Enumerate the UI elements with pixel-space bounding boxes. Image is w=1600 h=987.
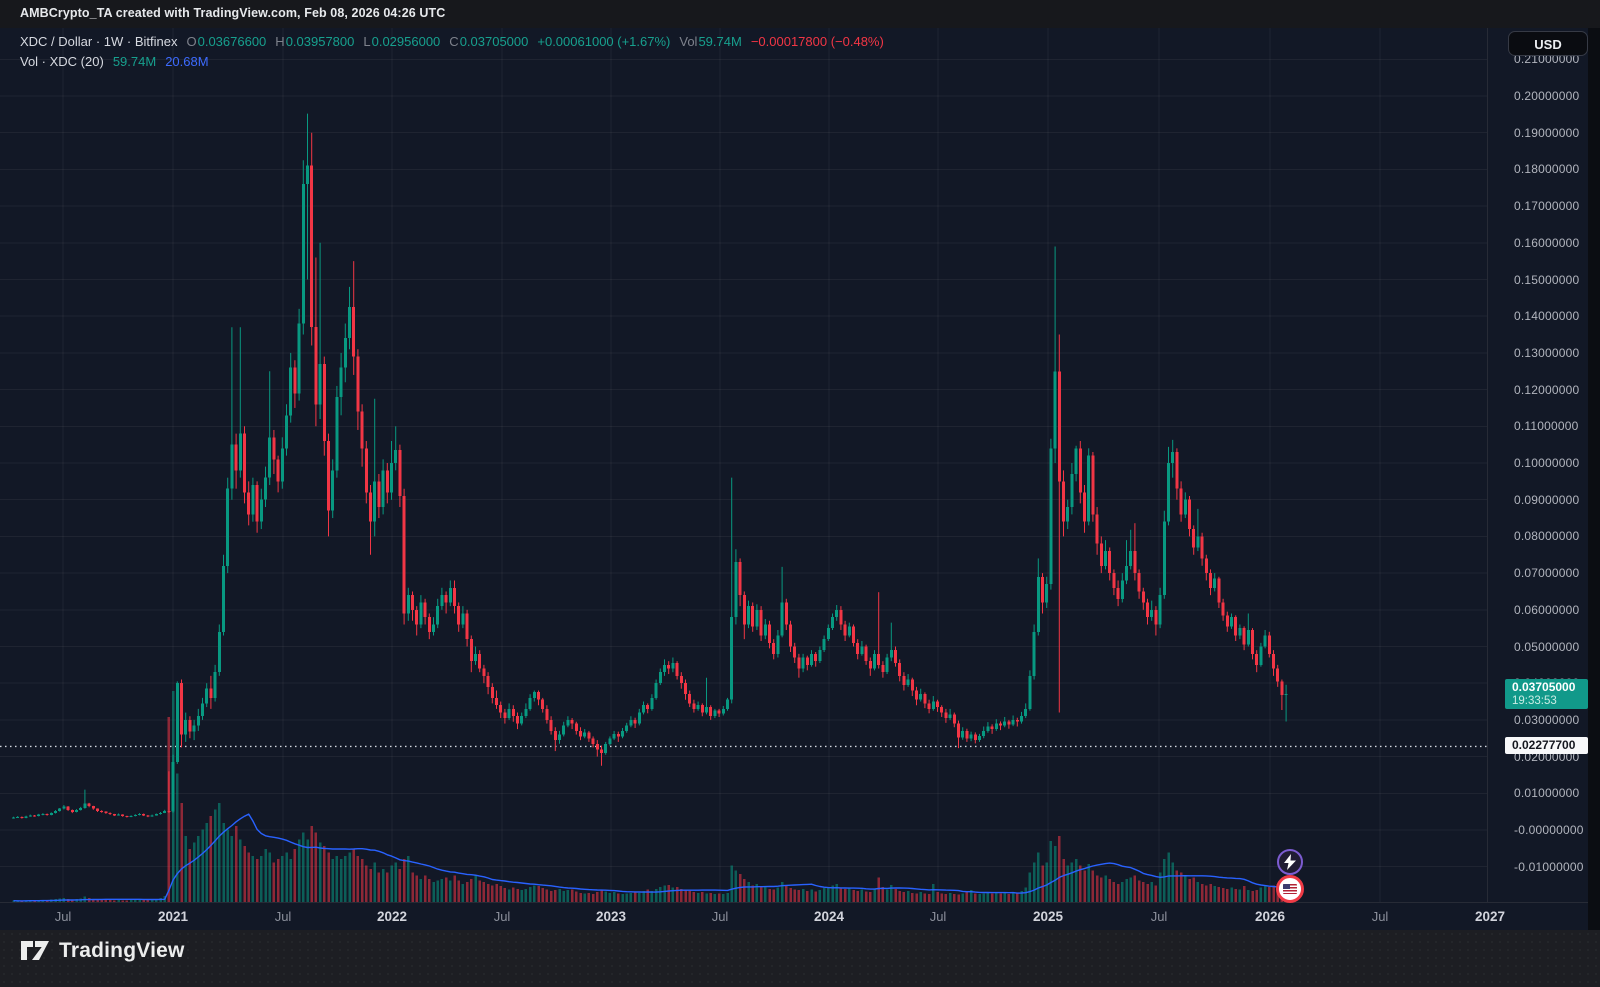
time-axis-label: Jul xyxy=(274,909,292,924)
price-axis-label: -0.01000000 xyxy=(1514,859,1584,874)
lightning-bolt-glyph xyxy=(1284,854,1296,870)
legend-row-symbol: XDC / Dollar · 1W · Bitfinex O 0.03676600… xyxy=(20,33,884,50)
time-axis-label: Jul xyxy=(493,909,511,924)
footer-bar: TradingView xyxy=(0,930,1600,987)
tradingview-logo-icon xyxy=(21,941,49,960)
high-value: 0.03957800 xyxy=(285,34,355,49)
price-axis-label: -0.00000000 xyxy=(1514,823,1584,837)
price-axis-label: 0.12000000 xyxy=(1514,382,1580,397)
low-label: L xyxy=(363,34,371,49)
time-axis-label: 2024 xyxy=(813,909,845,924)
time-axis-label: Jul xyxy=(1371,909,1389,924)
time-axis-label: 2022 xyxy=(376,909,408,924)
price-axis-label: 0.01000000 xyxy=(1514,786,1580,801)
price-axis[interactable]: 0.21000000 0.20000000 0.19000000 0.18000000… xyxy=(1487,28,1588,902)
price-axis-label: 0.03000000 xyxy=(1514,712,1580,727)
volume-indicator-value: 59.74M xyxy=(112,54,157,69)
chart-pane xyxy=(0,28,1487,902)
time-axis-label: 2025 xyxy=(1032,909,1064,924)
time-axis-label: Jul xyxy=(929,909,947,924)
currency-toggle-button[interactable]: USD xyxy=(1508,31,1588,56)
time-axis-label: 2026 xyxy=(1254,909,1286,924)
legend-row-volume-indicator: Vol · XDC (20) 59.74M 20.68M xyxy=(20,53,884,70)
time-axis-label: 2023 xyxy=(595,909,627,924)
time-axis-label: Jul xyxy=(54,909,72,924)
right-margin xyxy=(1588,28,1600,930)
price-axis-label: 0.17000000 xyxy=(1514,199,1580,214)
volume-ma-value: 20.68M xyxy=(165,54,209,69)
time-axis[interactable]: Jul 2021 Jul 2022 Jul 2023 Jul 2024 Jul 2025 Jul 20… xyxy=(0,902,1588,930)
tradingview-logo[interactable]: TradingView xyxy=(20,938,185,963)
price-axis-label: 0.10000000 xyxy=(1514,456,1580,470)
top-watermark-bar: AMBCrypto_TA created with TradingView.co… xyxy=(0,0,1600,28)
open-label: O xyxy=(186,34,197,49)
volume-indicator-title[interactable]: Vol · XDC (20) xyxy=(20,54,104,69)
price-axis-label: 0.06000000 xyxy=(1514,602,1580,617)
price-axis-label: 0.08000000 xyxy=(1514,529,1580,544)
symbol-title[interactable]: XDC / Dollar · 1W · Bitfinex xyxy=(20,34,178,49)
volume-value: 59.74M xyxy=(698,34,742,49)
high-label: H xyxy=(275,34,285,49)
price-axis-label: 0.07000000 xyxy=(1514,566,1580,581)
close-value: 0.03705000 xyxy=(459,34,529,49)
time-axis-label: Jul xyxy=(711,909,729,924)
price-axis-label: 0.05000000 xyxy=(1514,639,1580,654)
us-flag-event-icon[interactable] xyxy=(1276,875,1304,903)
open-value: 0.03676600 xyxy=(197,34,267,49)
price-axis-label: 0.14000000 xyxy=(1514,309,1580,324)
low-value: 0.02956000 xyxy=(371,34,441,49)
close-label: C xyxy=(449,34,459,49)
last-price-badge: 0.03705000 19:33:53 xyxy=(1505,679,1588,710)
volume-change-value: −0.00017800 (−0.48%) xyxy=(750,34,884,49)
volume-label: Vol xyxy=(679,34,698,49)
tradingview-logo-text: TradingView xyxy=(59,938,185,962)
price-axis-label: 0.16000000 xyxy=(1514,235,1580,250)
legend: XDC / Dollar · 1W · Bitfinex O 0.03676600… xyxy=(20,33,884,73)
change-value: +0.00061000 (+1.67%) xyxy=(537,34,671,49)
price-axis-label: 0.13000000 xyxy=(1514,345,1580,360)
time-axis-label: 2027 xyxy=(1474,909,1506,924)
last-price-value: 0.03705000 xyxy=(1512,680,1576,695)
price-axis-label: 0.19000000 xyxy=(1514,125,1580,140)
lightning-event-icon[interactable] xyxy=(1277,849,1303,875)
price-axis-label: 0.11000000 xyxy=(1514,419,1579,434)
watermark-text: AMBCrypto_TA created with TradingView.co… xyxy=(20,6,446,20)
price-axis-label: 0.15000000 xyxy=(1514,272,1580,287)
chart-canvas[interactable] xyxy=(0,28,1487,902)
price-axis-label: 0.20000000 xyxy=(1514,89,1580,103)
price-line-badge: 0.02277700 xyxy=(1505,737,1588,755)
price-axis-label: 0.09000000 xyxy=(1514,492,1580,507)
time-axis-label: Jul xyxy=(1150,909,1168,924)
us-flag-glyph xyxy=(1283,884,1297,894)
time-axis-label: 2021 xyxy=(157,909,189,924)
price-axis-label: 0.18000000 xyxy=(1514,162,1580,177)
bar-countdown: 19:33:53 xyxy=(1512,695,1557,708)
